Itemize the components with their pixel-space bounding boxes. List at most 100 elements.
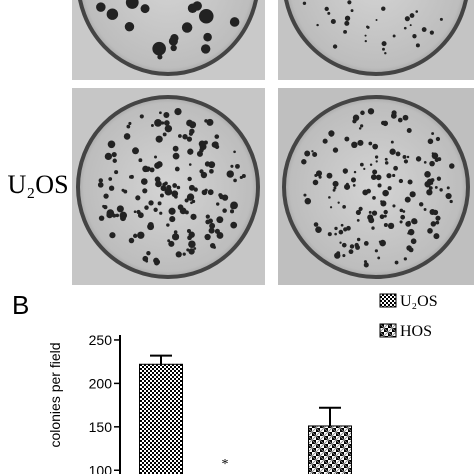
colony <box>409 191 416 198</box>
colony <box>426 189 433 196</box>
colony <box>171 233 180 241</box>
colony <box>375 18 378 21</box>
colony <box>135 195 141 201</box>
colony <box>157 201 162 206</box>
colony <box>172 145 179 152</box>
colony <box>112 158 117 163</box>
colony <box>205 219 211 225</box>
y-axis-label: colonies per field <box>47 342 63 447</box>
colony <box>400 214 406 220</box>
bar <box>308 425 352 474</box>
colony <box>159 193 164 198</box>
colony <box>427 228 433 234</box>
colony <box>208 227 215 234</box>
colony <box>363 167 366 170</box>
colony <box>449 199 453 204</box>
colony <box>167 239 171 243</box>
colony <box>168 207 176 215</box>
colony <box>188 163 192 166</box>
colony <box>154 155 157 159</box>
colony <box>173 230 178 234</box>
colony <box>230 221 238 229</box>
colony <box>434 185 438 189</box>
colony <box>326 172 333 179</box>
colony <box>360 124 364 128</box>
colony <box>190 201 193 205</box>
colony <box>205 214 210 219</box>
colony <box>188 240 196 248</box>
colony <box>409 24 412 27</box>
colony <box>116 205 124 213</box>
colony <box>377 256 381 260</box>
colony <box>106 211 113 219</box>
colony <box>200 44 211 54</box>
colony <box>329 206 333 209</box>
colony <box>368 210 372 214</box>
colony <box>318 175 322 179</box>
colony <box>449 163 455 169</box>
colony <box>418 202 424 207</box>
colony <box>398 178 404 184</box>
colony <box>123 133 131 140</box>
colony <box>349 244 355 249</box>
colony <box>150 124 154 127</box>
colony <box>406 127 412 133</box>
colony <box>415 156 422 162</box>
colony <box>378 240 382 243</box>
colony <box>364 34 367 37</box>
colony <box>316 23 319 27</box>
colony <box>313 222 319 227</box>
colony <box>182 252 186 256</box>
colony <box>404 196 411 203</box>
colony <box>142 188 148 194</box>
colony <box>383 222 388 228</box>
colony <box>198 9 214 24</box>
colony <box>429 180 434 185</box>
colony <box>103 193 109 199</box>
colony <box>233 150 236 154</box>
colony <box>155 135 163 143</box>
colony <box>172 183 178 188</box>
colony <box>181 22 193 33</box>
colony <box>226 170 234 178</box>
colony <box>148 200 154 206</box>
colony <box>153 207 158 212</box>
colony <box>128 237 135 244</box>
colony <box>133 233 138 239</box>
colony <box>397 117 403 123</box>
colony <box>402 155 407 159</box>
colony <box>206 118 214 126</box>
colony <box>188 184 195 191</box>
colony <box>108 177 113 181</box>
colony <box>427 138 434 145</box>
colony <box>168 240 175 247</box>
colony <box>324 6 329 12</box>
colony <box>371 210 378 216</box>
colony <box>334 232 337 236</box>
colony <box>304 197 312 205</box>
plate <box>284 0 468 76</box>
colony <box>412 34 417 39</box>
colony <box>344 20 350 26</box>
colony <box>340 223 344 227</box>
colony <box>342 204 346 209</box>
colony <box>374 155 379 159</box>
colony <box>209 222 216 229</box>
colony <box>339 241 342 244</box>
colony <box>186 119 193 127</box>
colony <box>383 209 388 215</box>
colony <box>343 171 347 174</box>
error-bar <box>319 406 341 426</box>
colony <box>230 164 234 168</box>
colony <box>182 208 187 214</box>
colony <box>446 186 450 190</box>
colony <box>152 41 166 56</box>
colony <box>329 133 333 137</box>
colony <box>354 242 359 248</box>
colony <box>435 215 441 221</box>
colony <box>407 179 413 185</box>
colony <box>343 29 347 34</box>
colony <box>377 183 382 188</box>
colony <box>358 127 362 130</box>
